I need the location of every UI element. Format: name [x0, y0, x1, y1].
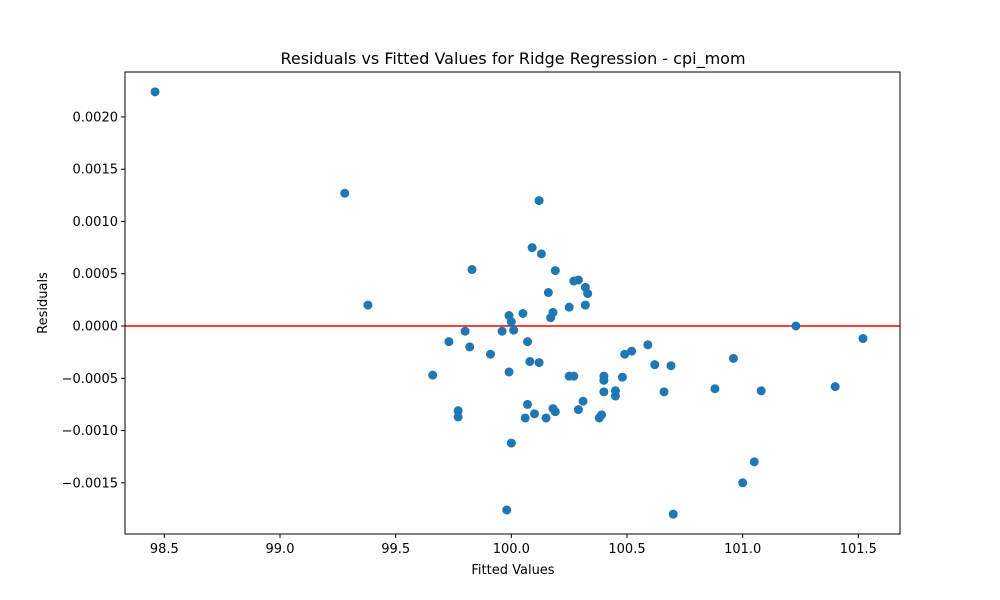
y-tick-label: −0.0005: [62, 372, 118, 387]
data-point: [830, 382, 840, 392]
x-tick-label: 101.5: [840, 542, 877, 557]
y-tick-label: 0.0000: [73, 319, 119, 334]
data-point: [858, 334, 868, 344]
data-point: [541, 413, 551, 423]
data-point: [453, 406, 463, 416]
data-point: [506, 317, 516, 327]
data-point: [523, 337, 533, 347]
data-point: [728, 353, 738, 363]
data-point: [550, 407, 560, 417]
data-point: [643, 340, 653, 350]
chart-title: Residuals vs Fitted Values for Ridge Reg…: [280, 49, 745, 69]
data-point: [738, 478, 748, 488]
data-point: [749, 457, 759, 467]
x-tick-label: 100.0: [493, 542, 530, 557]
data-point: [518, 308, 528, 318]
data-point: [529, 409, 539, 419]
data-point: [599, 387, 609, 397]
data-point: [550, 266, 560, 276]
data-point: [610, 391, 620, 401]
y-tick-label: −0.0010: [62, 424, 118, 439]
data-point: [578, 396, 588, 406]
data-points: [150, 87, 868, 519]
data-point: [791, 321, 801, 331]
data-point: [580, 300, 590, 310]
data-point: [453, 412, 463, 422]
y-tick-label: −0.0015: [62, 476, 118, 491]
y-axis: −0.0015 −0.0010 −0.0005 0.0000 0.0005 0.0010 0…: [62, 110, 125, 491]
data-point: [509, 325, 519, 335]
data-point: [467, 265, 477, 275]
data-point: [363, 300, 373, 310]
plot-frame: [124, 71, 901, 535]
data-point: [583, 289, 593, 299]
y-tick-label: 0.0020: [73, 110, 119, 125]
x-tick-label: 99.0: [266, 542, 295, 557]
data-point: [502, 505, 512, 515]
x-tick-label: 99.5: [381, 542, 410, 557]
data-point: [527, 243, 537, 253]
y-tick-label: 0.0005: [73, 267, 119, 282]
data-point: [668, 509, 678, 519]
x-tick-label: 100.5: [608, 542, 645, 557]
x-axis: 98.5 99.0 99.5 100.0 100.5 101.0 101.5: [150, 534, 877, 557]
data-point: [486, 349, 496, 359]
data-point: [564, 302, 574, 312]
data-point: [460, 326, 470, 336]
data-point: [523, 399, 533, 409]
data-point: [444, 337, 454, 347]
data-point: [506, 438, 516, 448]
y-tick-label: 0.0015: [73, 163, 119, 178]
data-point: [650, 360, 660, 370]
data-point: [520, 413, 530, 423]
data-point: [340, 188, 350, 198]
x-tick-label: 98.5: [150, 542, 179, 557]
data-point: [465, 342, 475, 352]
data-point: [597, 410, 607, 420]
data-point: [573, 405, 583, 415]
data-point: [548, 307, 558, 317]
data-point: [573, 275, 583, 285]
data-point: [666, 361, 676, 371]
data-point: [428, 370, 438, 380]
y-tick-label: 0.0010: [73, 215, 119, 230]
y-axis-title: Residuals: [36, 272, 51, 334]
data-point: [627, 346, 637, 356]
x-tick-label: 101.0: [724, 542, 761, 557]
data-point: [543, 288, 553, 298]
data-point: [756, 386, 766, 396]
data-point: [569, 371, 579, 381]
data-point: [534, 196, 544, 206]
data-point: [599, 375, 609, 385]
data-point: [659, 387, 669, 397]
data-point: [534, 358, 544, 368]
data-point: [620, 349, 630, 359]
data-point: [150, 87, 160, 97]
data-point: [617, 372, 627, 382]
data-point: [504, 367, 514, 377]
x-axis-title: Fitted Values: [471, 563, 554, 578]
data-point: [536, 249, 546, 259]
data-point: [710, 384, 720, 394]
data-point: [525, 357, 535, 367]
data-point: [497, 326, 507, 336]
